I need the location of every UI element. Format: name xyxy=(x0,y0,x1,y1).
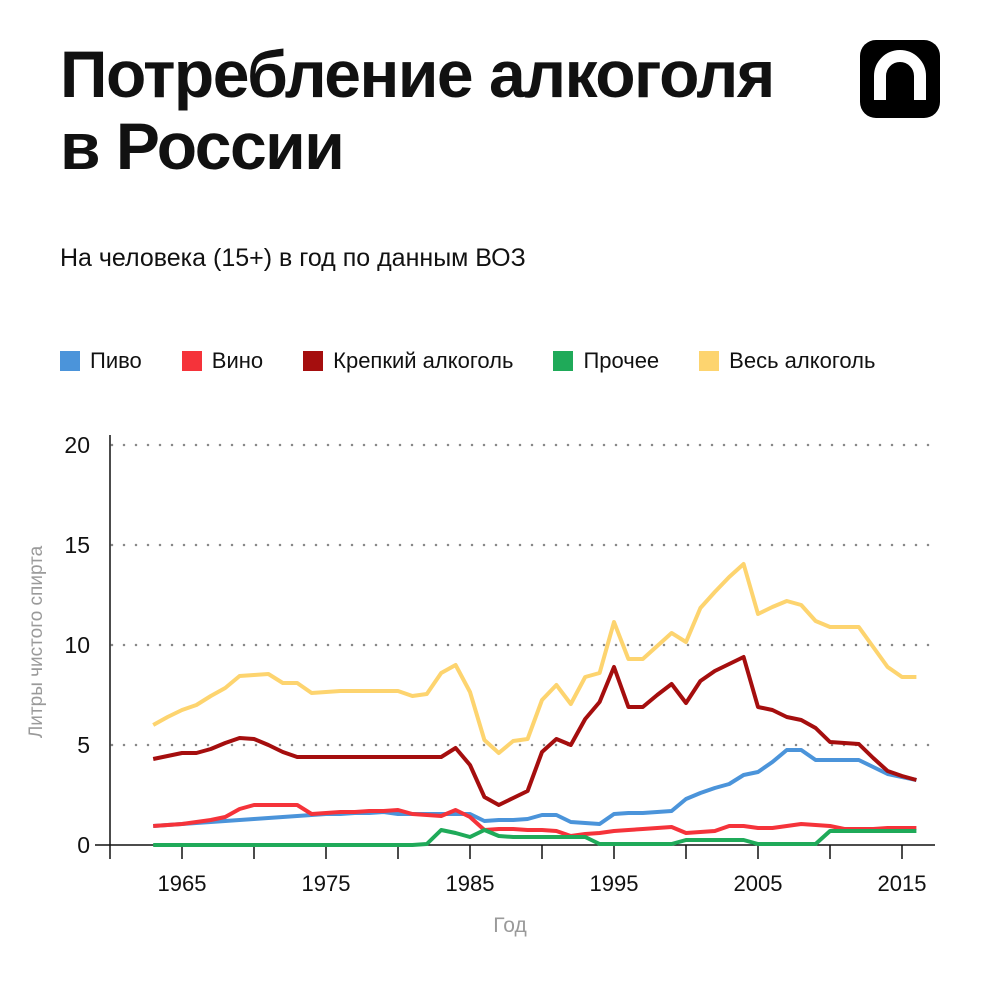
legend-label: Прочее xyxy=(583,348,660,373)
y-tick-label: 10 xyxy=(64,632,90,658)
series-line xyxy=(153,803,917,838)
legend-item: Прочее xyxy=(553,348,659,374)
x-tick-label: 2005 xyxy=(734,871,783,896)
legend: Пиво Вино Крепкий алкоголь Прочее Весь алког… xyxy=(60,348,915,374)
title-line-2: в России xyxy=(60,109,345,183)
y-tick-label: 20 xyxy=(64,432,90,458)
legend-swatch xyxy=(699,351,720,371)
series-line xyxy=(152,655,917,807)
legend-item: Пиво xyxy=(60,348,142,374)
series-line xyxy=(153,748,917,828)
series-line xyxy=(152,562,917,755)
x-axis-label: Год xyxy=(493,914,526,937)
legend-swatch xyxy=(303,351,324,371)
y-tick-label: 15 xyxy=(64,532,90,558)
legend-item: Весь алкоголь xyxy=(699,348,875,374)
y-axis-label: Литры чистого спирта xyxy=(26,545,47,738)
page-title: Потребление алкоголя в России xyxy=(60,37,775,183)
legend-item: Вино xyxy=(181,348,264,374)
title-line-1: Потребление алкоголя xyxy=(60,37,775,111)
y-tick-label: 0 xyxy=(77,832,90,858)
legend-swatch xyxy=(181,351,202,371)
legend-label: Весь алкоголь xyxy=(729,348,876,373)
legend-label: Крепкий алкоголь xyxy=(333,348,514,373)
legend-label: Вино xyxy=(211,348,264,373)
x-tick-label: 1985 xyxy=(446,871,495,896)
legend-swatch xyxy=(60,351,80,371)
x-tick-label: 1995 xyxy=(590,871,639,896)
x-tick-label: 1975 xyxy=(302,871,351,896)
x-tick-label: 2015 xyxy=(878,871,927,896)
series-line xyxy=(153,828,917,847)
legend-item: Крепкий алкоголь xyxy=(303,348,513,374)
legend-swatch xyxy=(553,351,574,371)
subtitle: На человека (15+) в год по данным ВОЗ xyxy=(60,244,526,272)
legend-label: Пиво xyxy=(90,348,142,373)
y-tick-label: 5 xyxy=(77,732,90,758)
n-logo-icon xyxy=(860,40,940,118)
x-tick-label: 1965 xyxy=(158,871,207,896)
